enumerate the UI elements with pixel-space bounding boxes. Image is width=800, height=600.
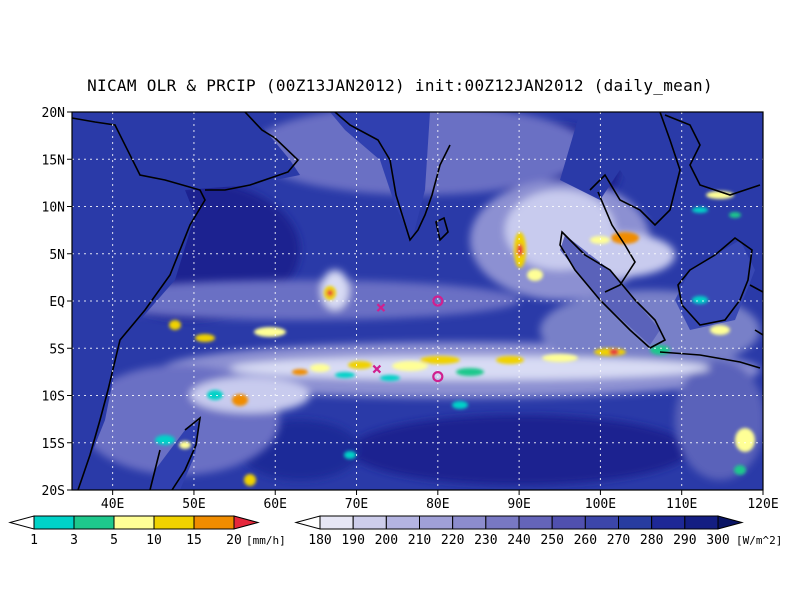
colorbar-swatch: [651, 515, 686, 530]
lat-tick-label: 10N: [42, 201, 65, 216]
lat-tick-label: 20N: [42, 106, 65, 121]
colorbar-level-label: 1: [30, 533, 38, 548]
storm-markers: [372, 295, 444, 383]
lon-tick-label: 60E: [263, 497, 286, 512]
colorbar-level-label: 230: [474, 533, 497, 548]
africa-coastline: [72, 117, 206, 490]
colorbar-swatch: [452, 515, 487, 530]
olr-colorbar: 180 190 200 210 220 230 240 250 260 270 280 290 300 […: [294, 515, 782, 548]
colorbar-level-label: 15: [186, 533, 202, 548]
colorbar-swatch: [419, 515, 454, 530]
colorbar-swatch: [385, 515, 421, 530]
india-coastline: [334, 112, 451, 242]
colorbar-swatch: [319, 515, 354, 530]
indochina-coastline: [664, 114, 761, 196]
lat-tick-label: 15N: [42, 153, 65, 168]
colorbar-swatch: [153, 515, 195, 530]
colorbar-unit: [mm/h]: [246, 534, 286, 547]
colorbar-swatch: [113, 515, 155, 530]
axis-labels: 20N 15N 10N 5N EQ 5S 10S 15S 20S 40E 50E 60E 70E 80E 9…: [42, 106, 779, 512]
lon-tick-label: 120E: [747, 497, 778, 512]
colorbar-level-label: 280: [640, 533, 663, 548]
india-land: [330, 112, 430, 240]
sumatra-coastline: [559, 230, 667, 349]
colorbar-level-label: 200: [375, 533, 398, 548]
lon-tick-label: 90E: [507, 497, 530, 512]
sulawesi-coastline: [749, 284, 763, 336]
lon-tick-label: 100E: [585, 497, 616, 512]
colorbar-level-label: 10: [146, 533, 162, 548]
colorbar-swatch: [485, 515, 520, 530]
colorbar-min-arrow: [8, 515, 35, 530]
gridlines: [72, 112, 763, 490]
map-title: NICAM OLR & PRCIP (00Z13JAN2012) init:00…: [87, 76, 713, 95]
africa-arabia-land: [72, 112, 300, 490]
colorbar-level-label: 180: [308, 533, 331, 548]
colorbar-swatch: [33, 515, 75, 530]
colorbar-unit: [W/m^2]: [736, 534, 782, 547]
colorbar-swatch: [352, 515, 387, 530]
precip-colorbar: 1 3 5 10 15 20 [mm/h]: [8, 515, 286, 548]
coastlines: [72, 112, 763, 490]
colorbar-level-label: 270: [607, 533, 630, 548]
java-coastline: [659, 351, 761, 369]
lat-tick-label: 5S: [49, 342, 65, 357]
borneo-coastline: [677, 236, 753, 326]
colorbar-level-label: 210: [408, 533, 431, 548]
lat-tick-label: 15S: [42, 437, 65, 452]
colorbar-level-label: 20: [226, 533, 242, 548]
madagascar-land: [150, 420, 200, 490]
storm-circle-marker: [432, 295, 444, 307]
madagascar-coastline: [149, 416, 202, 490]
colorbar-swatch: [193, 515, 235, 530]
sri-lanka-coastline: [435, 216, 449, 242]
se-asia-land: [560, 112, 763, 250]
map-field: [72, 112, 763, 490]
lat-tick-label: 20S: [42, 484, 65, 499]
colorbar-level-label: 190: [341, 533, 364, 548]
colorbar-swatch: [684, 515, 719, 530]
precip-patches: [155, 191, 755, 486]
colorbar-level-label: 290: [673, 533, 696, 548]
colorbar-max-arrow: [717, 515, 744, 530]
storm-cross-marker: [376, 303, 386, 312]
colorbar-swatch: [551, 515, 586, 530]
lat-tick-label: 10S: [42, 390, 65, 405]
colorbar-swatch: [73, 515, 115, 530]
lon-tick-label: 50E: [182, 497, 205, 512]
colorbar-level-label: 3: [70, 533, 78, 548]
colorbar-level-label: 240: [507, 533, 530, 548]
lon-tick-label: 70E: [345, 497, 368, 512]
colorbar-swatch: [518, 515, 553, 530]
colorbar-swatch: [584, 515, 619, 530]
colorbar-level-label: 220: [441, 533, 464, 548]
colorbar-level-label: 5: [110, 533, 118, 548]
lon-tick-label: 40E: [101, 497, 124, 512]
storm-cross-marker: [372, 364, 382, 374]
colorbar-level-label: 250: [540, 533, 563, 548]
lon-tick-label: 110E: [666, 497, 697, 512]
colorbar-swatch: [618, 515, 653, 530]
lat-tick-label: EQ: [49, 295, 65, 310]
colorbar-level-label: 260: [574, 533, 597, 548]
lat-tick-label: 5N: [49, 248, 65, 263]
colorbar-min-arrow: [294, 515, 321, 530]
storm-circle-marker: [432, 371, 444, 383]
colorbar-max-arrow: [233, 515, 260, 530]
lon-tick-label: 80E: [426, 497, 449, 512]
arabia-coastline: [205, 112, 300, 191]
colorbar-level-label: 300: [706, 533, 729, 548]
